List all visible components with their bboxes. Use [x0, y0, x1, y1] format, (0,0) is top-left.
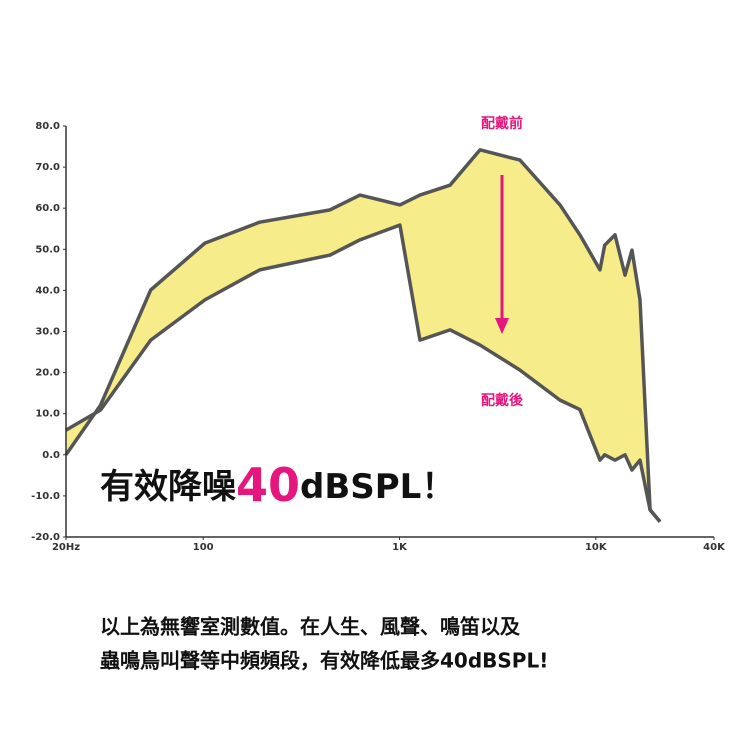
y-tick-label: 30.0: [35, 327, 60, 338]
series-line: [65, 223, 662, 523]
x-tick-label: 20Hz: [52, 542, 80, 553]
annotation: 配戴前: [481, 115, 523, 132]
y-tick-label: 40.0: [35, 285, 60, 296]
caption-line: 蟲鳴鳥叫聲等中頻頻段，有效降低最多40dBSPL!: [100, 649, 548, 673]
headline: 有效降噪40dBSPL！: [100, 458, 455, 512]
annotation: 配戴後: [481, 392, 524, 409]
y-tick-label: 20.0: [35, 368, 60, 379]
y-tick-label: 80.0: [35, 121, 60, 132]
y-tick-label: 50.0: [35, 244, 60, 255]
headline-text: 有效降噪: [100, 467, 236, 507]
y-tick-label: -20.0: [31, 532, 60, 543]
band: [66, 149, 661, 522]
y-tick-label: 60.0: [35, 203, 60, 214]
headline-unit: dBSPL！: [300, 467, 455, 507]
y-tick-label: -10.0: [31, 491, 60, 502]
y-tick-label: 70.0: [35, 162, 60, 173]
y-tick-label: 10.0: [35, 409, 60, 420]
headline-number: 40: [236, 458, 300, 512]
x-tick-label: 10K: [585, 542, 608, 553]
x-tick-label: 1K: [392, 542, 408, 553]
y-tick-label: 0.0: [42, 450, 60, 461]
arrow-head: [495, 318, 509, 334]
caption-line: 以上為無響室測數值。在人生、風聲、鳴笛以及: [100, 615, 521, 639]
plot: [64, 148, 662, 523]
x-tick-label: 40K: [703, 542, 726, 553]
x-tick-label: 100: [193, 542, 214, 553]
series-line: [64, 148, 662, 523]
